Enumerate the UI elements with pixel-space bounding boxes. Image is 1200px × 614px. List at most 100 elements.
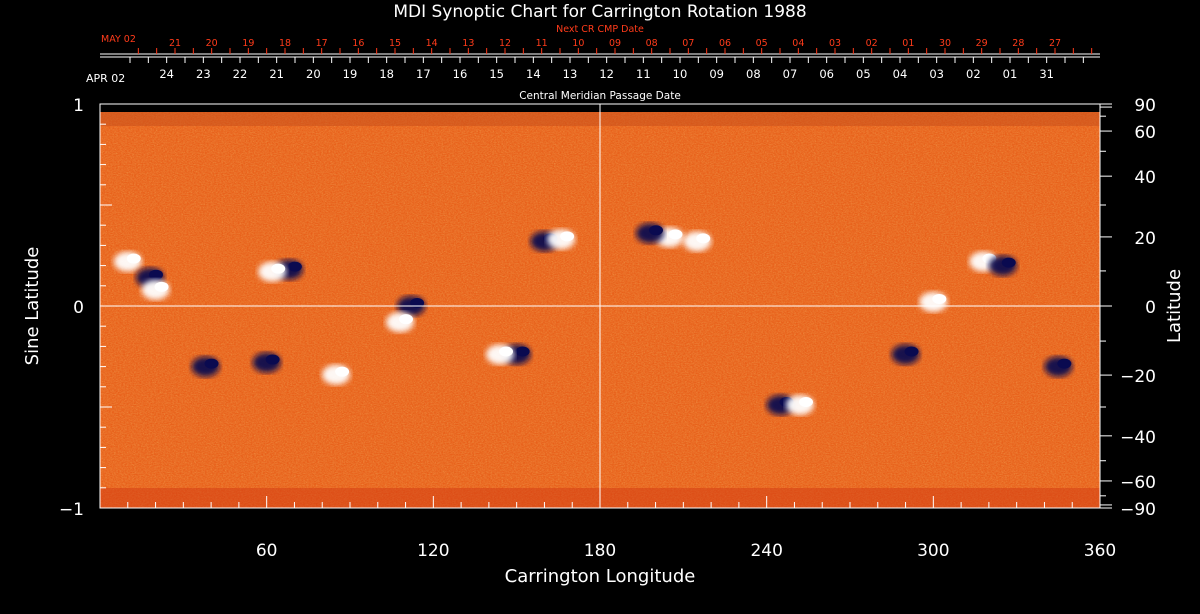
active-regions (113, 223, 1073, 415)
next-cmp-date-label: 20 (206, 38, 218, 49)
x-tick-label: 360 (1084, 541, 1116, 561)
active-region-core (287, 261, 302, 272)
cmp-date-label: 31 (1039, 67, 1054, 81)
cmp-date-label: 14 (526, 67, 541, 81)
next-cmp-date-label: 12 (499, 38, 511, 49)
x-tick-label: 180 (584, 541, 616, 561)
next-cmp-date-label: 03 (829, 38, 841, 49)
cmp-date-label: 18 (379, 67, 394, 81)
active-region-core (904, 346, 919, 357)
next-cmp-date-label: 19 (242, 38, 254, 49)
cmp-date-label: 23 (196, 67, 211, 81)
next-cmp-date-label: 29 (976, 38, 988, 49)
active-region-core (271, 263, 286, 274)
cmp-date-label: 19 (343, 67, 358, 81)
next-cmp-date-label: 28 (1012, 38, 1024, 49)
cmp-date-label: 03 (929, 67, 944, 81)
cmp-axis-title: Central Meridian Passage Date (519, 90, 681, 102)
x-tick-label: 60 (256, 541, 278, 561)
right-tick-label: 0 (1145, 298, 1156, 318)
active-region-core (149, 269, 163, 280)
right-axis-label: Latitude (1164, 269, 1185, 343)
next-cmp-date-label: 13 (462, 38, 474, 49)
left-tick-label: 1 (73, 96, 84, 116)
next-cmp-date-label: 07 (682, 38, 694, 49)
cmp-date-label: 04 (893, 67, 908, 81)
next-cmp-date-label: 05 (756, 38, 768, 49)
right-tick-label: 20 (1134, 229, 1156, 249)
next-cmp-date-label: 10 (572, 38, 584, 49)
right-tick-label: −40 (1120, 428, 1156, 448)
next-cmp-date-label: 17 (316, 38, 328, 49)
active-region-core (499, 346, 513, 357)
cmp-date-label: 11 (636, 67, 651, 81)
active-region-core (696, 233, 711, 244)
left-tick-label: 0 (73, 298, 84, 318)
right-tick-label: 90 (1134, 96, 1156, 116)
cmp-date-label: 20 (306, 67, 321, 81)
next-cmp-date-label: 15 (389, 38, 401, 49)
next-cmp-date-label: 08 (646, 38, 658, 49)
right-tick-label: −60 (1120, 473, 1156, 493)
x-tick-label: 300 (917, 541, 949, 561)
right-axis-ticks: 90 60 40 20 0 −20 −40 −60 −90 (1100, 96, 1156, 520)
next-cmp-axis-title: Next CR CMP Date (556, 24, 644, 35)
left-axis-ticks: 1 0 −1 (59, 96, 112, 520)
cmp-date-label: 07 (783, 67, 798, 81)
active-region-core (126, 253, 141, 264)
cmp-date-label: 10 (673, 67, 688, 81)
active-region-core (154, 281, 169, 292)
active-region-core (649, 225, 663, 236)
next-cmp-start-label: MAY 02 (101, 34, 136, 45)
cmp-date-label: 24 (159, 67, 174, 81)
active-region-core (265, 354, 280, 365)
x-axis-ticks: 60 120 180 240 300 360 (127, 496, 1116, 561)
cmp-start-label: APR 02 (86, 72, 125, 85)
active-region-core (799, 396, 813, 407)
cmp-date-label: 02 (966, 67, 981, 81)
next-cmp-date-label: 06 (719, 38, 731, 49)
next-cmp-date-label: 21 (169, 38, 181, 49)
x-axis-label: Carrington Longitude (505, 566, 696, 587)
next-cmp-date-label: 02 (866, 38, 878, 49)
cmp-date-label: 01 (1003, 67, 1018, 81)
next-cmp-date-label: 30 (939, 38, 951, 49)
chart-title: MDI Synoptic Chart for Carrington Rotati… (393, 2, 806, 22)
next-cmp-date-label: 18 (279, 38, 291, 49)
next-cmp-date-label: 01 (902, 38, 914, 49)
cmp-date-label: 09 (709, 67, 724, 81)
cmp-date-label: 22 (233, 67, 248, 81)
active-region-core (1001, 257, 1016, 268)
cmp-date-label: 13 (563, 67, 578, 81)
next-cmp-date-label: 14 (426, 38, 438, 49)
active-region-core (1057, 358, 1072, 369)
cmp-date-label: 05 (856, 67, 871, 81)
active-region-core (399, 314, 413, 325)
active-region-core (335, 366, 350, 377)
active-region-core (560, 231, 575, 242)
next-cmp-date-label: 11 (536, 38, 548, 49)
right-tick-label: −90 (1120, 500, 1156, 520)
active-region-core (668, 229, 683, 240)
cmp-date-label: 06 (819, 67, 834, 81)
active-region-core (932, 293, 947, 304)
active-region-core (515, 346, 530, 357)
next-cmp-date-label: 09 (609, 38, 621, 49)
cmp-date-label: 16 (453, 67, 468, 81)
left-tick-label: −1 (59, 500, 84, 520)
cmp-date-label: 17 (416, 67, 431, 81)
cmp-date-label: 08 (746, 67, 761, 81)
right-tick-label: 40 (1134, 168, 1156, 188)
x-tick-label: 120 (417, 541, 449, 561)
right-tick-label: −20 (1120, 367, 1156, 387)
cmp-date-label: 21 (269, 67, 284, 81)
next-cmp-date-axis: 21 20 19 18 17 16 15 14 13 12 11 10 09 08 07 06 05 04 03 02… (100, 38, 1100, 55)
cmp-date-label: 15 (489, 67, 504, 81)
x-tick-label: 240 (750, 541, 782, 561)
next-cmp-date-label: 16 (352, 38, 364, 49)
active-region-core (204, 358, 219, 369)
next-cmp-date-label: 27 (1049, 38, 1061, 49)
cmp-date-axis: 24 23 22 21 20 19 18 17 16 15 14 13 12 11 10 09 08 07 06 05… (100, 56, 1100, 81)
